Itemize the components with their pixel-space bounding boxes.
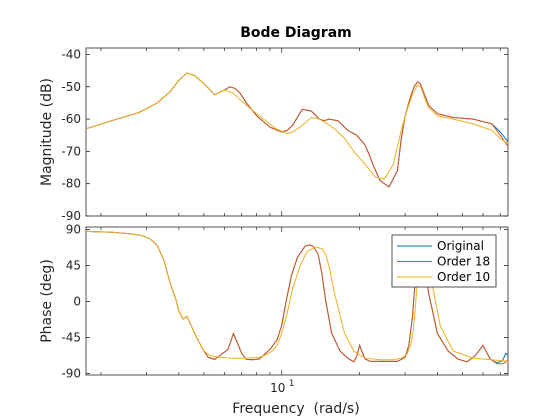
x-axis-label: Frequency (rad/s)	[232, 401, 359, 417]
magnitude-x-ticks	[100, 48, 501, 216]
magnitude-ytick-label: -60	[61, 112, 81, 126]
magnitude-ytick-label: -70	[61, 144, 81, 158]
x-tick-labels: 10 1	[270, 379, 294, 395]
magnitude-panel: -40 -50 -60 -70 -80 -90 Magnitude (dB)	[39, 47, 509, 223]
magnitude-line-order-10	[86, 72, 508, 180]
magnitude-y-label: Magnitude (dB)	[39, 78, 55, 186]
chart-title: Bode Diagram	[240, 25, 352, 41]
x-tick-label-exponent: 1	[289, 379, 295, 389]
phase-x-ticks	[100, 227, 501, 375]
magnitude-y-ticks: -40 -50 -60 -70 -80 -90	[61, 47, 508, 223]
magnitude-ytick-label: -90	[61, 209, 81, 223]
magnitude-plot-area	[85, 47, 509, 217]
phase-ytick-label: -45	[61, 330, 81, 344]
magnitude-ytick-label: -40	[61, 47, 81, 61]
magnitude-lines	[86, 72, 508, 188]
magnitude-ytick-label: -80	[61, 177, 81, 191]
x-tick-label: 10	[270, 381, 285, 395]
phase-ytick-label: 45	[66, 258, 81, 272]
magnitude-ytick-label: -50	[61, 80, 81, 94]
phase-ytick-label: 0	[73, 294, 81, 308]
phase-y-ticks: 90 45 0 -45 -90	[61, 222, 508, 380]
legend-label: Order 18	[437, 255, 490, 269]
phase-ytick-label: -90	[61, 366, 81, 380]
legend-label: Order 10	[437, 270, 490, 284]
legend-label: Original	[437, 239, 484, 253]
phase-y-label: Phase (deg)	[39, 259, 55, 343]
phase-ytick-label: 90	[66, 222, 81, 236]
